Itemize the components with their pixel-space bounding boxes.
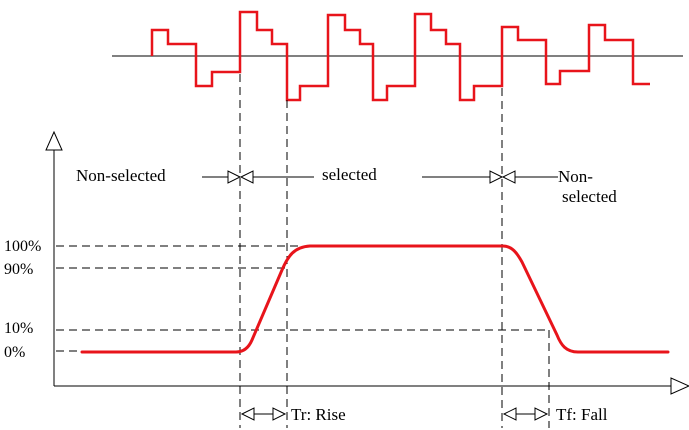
response-curve	[80, 244, 670, 354]
label-selected: selected	[322, 165, 377, 184]
level-labels: 100% 90% 10% 0%	[4, 238, 41, 361]
fall-marker: Tf: Fall	[502, 405, 608, 424]
selection-region-labels: Non-selected selected Non- selected	[76, 165, 617, 206]
drive-signal	[150, 10, 650, 102]
axes	[45, 130, 689, 395]
arrow-head-selected-end-icon	[489, 170, 504, 184]
level-label-90: 90%	[4, 261, 33, 278]
drive-waveform	[112, 10, 683, 102]
arrow-head-right-icon	[501, 170, 516, 184]
arrow-head-left-icon	[227, 170, 242, 184]
rise-marker: Tr: Rise	[240, 405, 346, 424]
level-label-100: 100%	[4, 238, 41, 255]
level-label-10: 10%	[4, 320, 33, 337]
fall-arrow-right-icon	[534, 407, 549, 421]
label-tf-fall: Tf: Fall	[556, 405, 608, 424]
rise-arrow-left-icon	[240, 407, 255, 421]
label-non-selected-left: Non-selected	[76, 166, 166, 185]
label-non-selected-right-2: selected	[562, 187, 617, 206]
fall-arrow-left-icon	[502, 407, 517, 421]
y-axis-arrow-icon	[45, 130, 63, 151]
label-tr-rise: Tr: Rise	[291, 405, 346, 424]
level-lines	[56, 245, 548, 352]
label-non-selected-right-1: Non-	[558, 167, 593, 186]
rise-arrow-right-icon	[272, 407, 287, 421]
arrow-head-selected-start-icon	[239, 170, 254, 184]
vertical-guides	[239, 74, 550, 428]
level-label-0: 0%	[4, 344, 25, 361]
x-axis-arrow-icon	[670, 377, 689, 395]
